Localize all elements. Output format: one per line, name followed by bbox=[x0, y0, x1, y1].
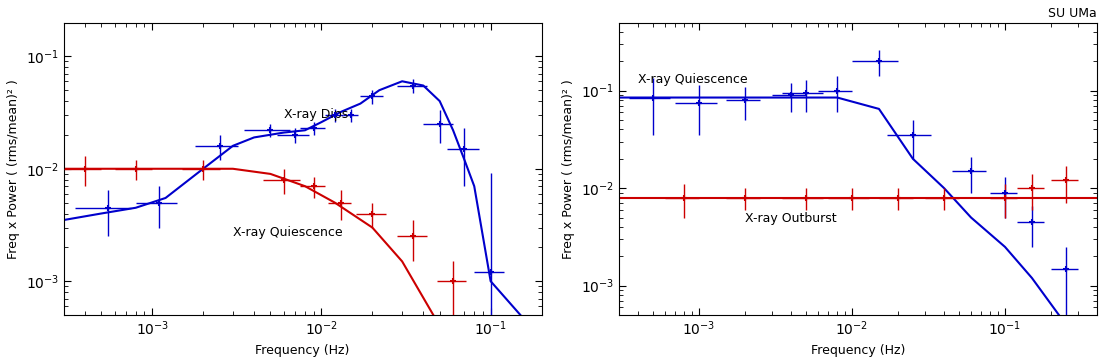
Text: X-ray Outburst: X-ray Outburst bbox=[745, 212, 837, 225]
Text: X-ray Quiescence: X-ray Quiescence bbox=[233, 226, 342, 240]
Text: X-ray Quiescence: X-ray Quiescence bbox=[638, 73, 747, 86]
Text: X-ray Dips: X-ray Dips bbox=[284, 108, 348, 122]
Y-axis label: Freq x Power ( (rms/mean)² ): Freq x Power ( (rms/mean)² ) bbox=[562, 79, 575, 259]
X-axis label: Frequency (Hz): Frequency (Hz) bbox=[255, 344, 350, 357]
Text: SU UMa: SU UMa bbox=[1049, 7, 1097, 20]
X-axis label: Frequency (Hz): Frequency (Hz) bbox=[811, 344, 905, 357]
Y-axis label: Freq x Power ( (rms/mean)² ): Freq x Power ( (rms/mean)² ) bbox=[7, 79, 20, 259]
